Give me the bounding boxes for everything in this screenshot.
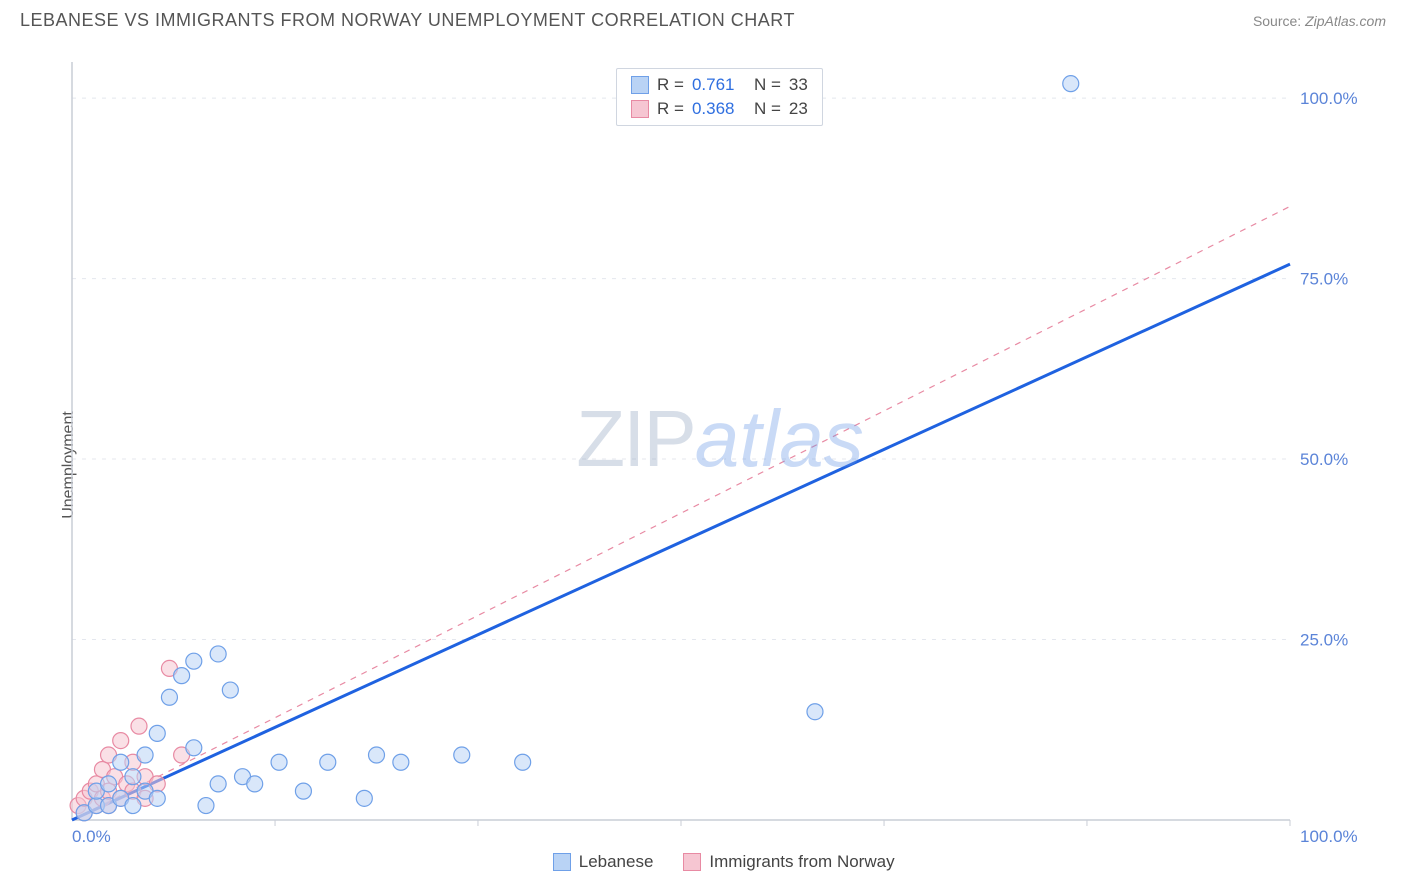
correlation-legend: R = 0.761 N = 33 R = 0.368 N = 23 <box>616 68 823 126</box>
legend-swatch <box>553 853 571 871</box>
data-point <box>222 682 238 698</box>
r-value: 0.761 <box>692 75 746 95</box>
data-point <box>247 776 263 792</box>
data-point <box>210 776 226 792</box>
r-label: R = <box>657 75 684 95</box>
y-tick-label: 75.0% <box>1300 270 1348 289</box>
x-tick-label: 100.0% <box>1300 827 1358 846</box>
legend-swatch <box>631 76 649 94</box>
r-label: R = <box>657 99 684 119</box>
legend-swatch <box>683 853 701 871</box>
legend-label: Lebanese <box>579 852 654 872</box>
n-value: 33 <box>789 75 808 95</box>
plot-area: 25.0%50.0%75.0%100.0%0.0%100.0% ZIPatlas… <box>70 60 1370 850</box>
y-tick-label: 50.0% <box>1300 450 1348 469</box>
chart-title: LEBANESE VS IMMIGRANTS FROM NORWAY UNEMP… <box>20 10 795 31</box>
data-point <box>174 668 190 684</box>
data-point <box>356 790 372 806</box>
scatter-plot-svg: 25.0% 50.0% 75.0% 100.0% 0.0% 100.0% <box>70 60 1370 850</box>
y-tick-label: 100.0% <box>1300 89 1358 108</box>
data-point <box>198 798 214 814</box>
data-point <box>113 754 129 770</box>
legend-row: R = 0.761 N = 33 <box>617 73 822 97</box>
x-tick-label: 0.0% <box>72 827 111 846</box>
legend-swatch <box>631 100 649 118</box>
data-point <box>320 754 336 770</box>
data-point <box>186 653 202 669</box>
legend-row: R = 0.368 N = 23 <box>617 97 822 121</box>
data-point <box>1063 76 1079 92</box>
legend-item: Immigrants from Norway <box>683 852 894 872</box>
data-point <box>101 776 117 792</box>
data-point <box>515 754 531 770</box>
legend-item: Lebanese <box>553 852 654 872</box>
legend-label: Immigrants from Norway <box>709 852 894 872</box>
r-value: 0.368 <box>692 99 746 119</box>
data-point <box>807 704 823 720</box>
n-value: 23 <box>789 99 808 119</box>
data-point <box>369 747 385 763</box>
series-legend: Lebanese Immigrants from Norway <box>553 852 895 872</box>
data-point <box>137 747 153 763</box>
data-point <box>454 747 470 763</box>
data-point <box>210 646 226 662</box>
chart-container: Unemployment 25.0%50.0%75.0%100.0%0.0%10… <box>20 50 1386 880</box>
y-tick-label: 25.0% <box>1300 631 1348 650</box>
data-point <box>295 783 311 799</box>
source-attribution: Source: ZipAtlas.com <box>1253 13 1386 29</box>
data-point <box>149 725 165 741</box>
data-point <box>186 740 202 756</box>
n-label: N = <box>754 99 781 119</box>
chart-header: LEBANESE VS IMMIGRANTS FROM NORWAY UNEMP… <box>0 0 1406 36</box>
data-point <box>113 733 129 749</box>
data-point <box>131 718 147 734</box>
source-value: ZipAtlas.com <box>1305 13 1386 29</box>
data-point <box>393 754 409 770</box>
data-point <box>125 769 141 785</box>
data-point <box>271 754 287 770</box>
data-point <box>149 790 165 806</box>
data-point <box>125 798 141 814</box>
data-point <box>161 689 177 705</box>
source-label: Source: <box>1253 13 1301 29</box>
n-label: N = <box>754 75 781 95</box>
